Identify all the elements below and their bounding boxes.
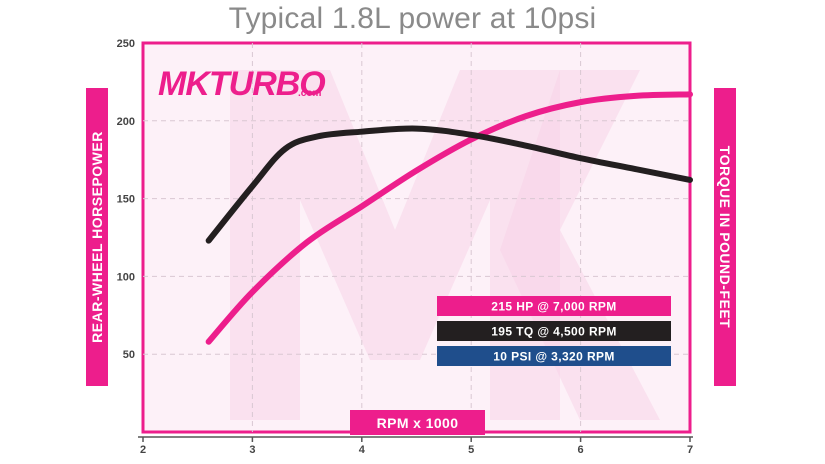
axes: 2 3 4 5 6 7 50 100 150 200 250 — [117, 38, 693, 456]
annotation-badge-bg — [437, 296, 671, 316]
series-line-hp — [205, 91, 693, 345]
y-axis-label-right: TORQUE IN POUND-FEET — [714, 88, 736, 386]
series-line-tq — [205, 125, 693, 244]
x-tick-label: 6 — [578, 444, 584, 456]
x-axis-label-box: RPM x 1000 — [350, 410, 485, 435]
y-tick-label: 50 — [123, 349, 135, 361]
y-axis-label-left-text: REAR-WHEEL HORSEPOWER — [89, 131, 106, 343]
y-axis-label-left: REAR-WHEEL HORSEPOWER — [86, 88, 108, 386]
y-tick-label: 200 — [117, 116, 135, 128]
logo-suffix-text: .com — [298, 88, 321, 99]
annotation-badge-bg — [437, 321, 671, 341]
x-tick-label: 5 — [468, 444, 474, 456]
annotation-badges: 215 HP @ 7,000 RPM 195 TQ @ 4,500 RPM 10 P… — [437, 296, 671, 366]
y-tick-label: 100 — [117, 271, 135, 283]
watermark-m — [230, 70, 560, 420]
annotation-badge-text: 10 PSI @ 3,320 RPM — [493, 350, 615, 364]
y-axis-label-right-text: TORQUE IN POUND-FEET — [717, 145, 734, 329]
annotation-badge-bg — [437, 346, 671, 366]
x-tick-label: 7 — [687, 444, 693, 456]
logo-main-text: MKTURBO — [158, 65, 325, 103]
x-axis-label-bg — [350, 410, 485, 435]
series-lines — [205, 91, 693, 345]
annotation-badge-text: 215 HP @ 7,000 RPM — [491, 300, 616, 314]
annotation-badge-text: 195 TQ @ 4,500 RPM — [491, 325, 617, 339]
x-tick-label: 4 — [359, 444, 366, 456]
y-tick-label: 150 — [117, 194, 135, 206]
x-tick-label: 3 — [249, 444, 255, 456]
mkturbo-logo: MKTURBO.com — [158, 65, 326, 103]
chart-title: Typical 1.8L power at 10psi — [228, 2, 597, 35]
y-tick-label: 250 — [117, 38, 135, 50]
x-axis-label: RPM x 1000 — [377, 415, 459, 431]
grid-lines — [143, 43, 690, 432]
x-tick-label: 2 — [140, 444, 146, 456]
